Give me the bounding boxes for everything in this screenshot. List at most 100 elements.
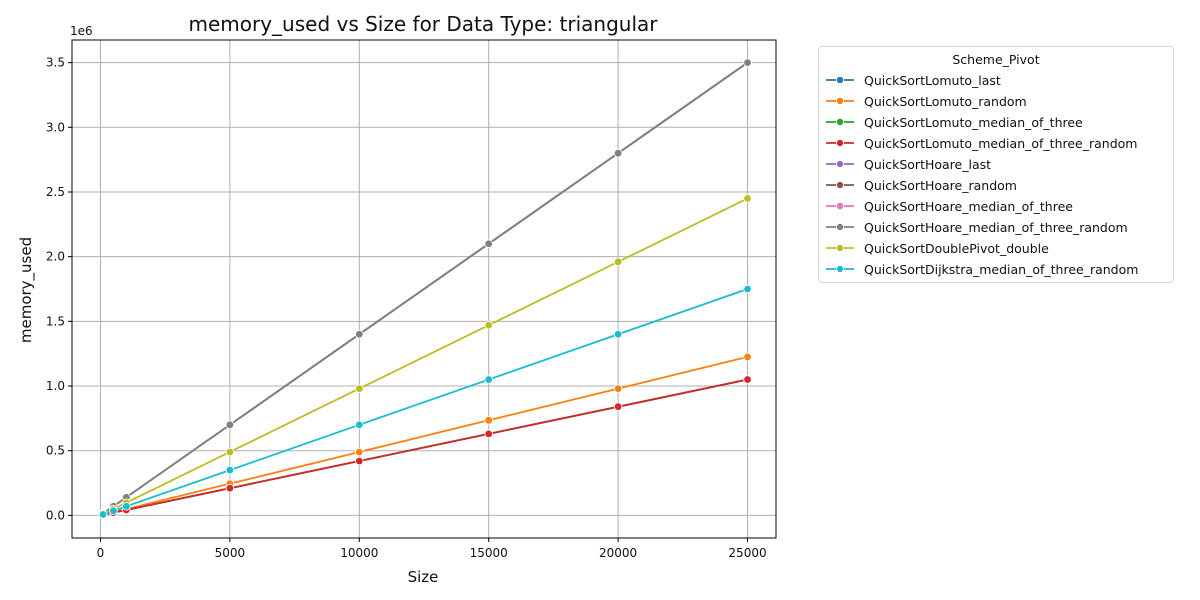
legend-item: QuickSortLomuto_random <box>819 92 1173 112</box>
legend-label: QuickSortHoare_random <box>864 178 1017 193</box>
legend-label: QuickSortDijkstra_median_of_three_random <box>864 262 1139 277</box>
series-line <box>102 288 748 516</box>
data-point <box>613 384 623 393</box>
legend-swatch-marker <box>835 244 844 252</box>
data-point <box>355 384 364 393</box>
data-point <box>613 402 623 411</box>
y-tick-label: 1.5 <box>46 314 65 328</box>
legend-swatch-marker <box>835 202 844 210</box>
x-tick-label: 25000 <box>728 546 766 560</box>
x-tick-label: 10000 <box>340 546 378 560</box>
series-line <box>102 61 749 515</box>
y-tick-label: 1.0 <box>46 379 65 393</box>
y-tick-label: 3.5 <box>46 56 65 70</box>
data-point <box>109 506 118 516</box>
legend-title: Scheme_Pivot <box>952 52 1040 67</box>
y-tick-label: 2.5 <box>46 185 65 199</box>
legend-swatch-marker <box>835 76 844 84</box>
data-point <box>613 330 623 339</box>
legend-item: QuickSortHoare_last <box>819 155 1173 175</box>
legend-swatch <box>826 76 854 84</box>
legend-item: QuickSortLomuto_last <box>819 71 1173 91</box>
series-QuickSortDoublePivot_double <box>98 194 752 519</box>
legend-swatch-marker <box>835 181 844 189</box>
series-line <box>102 197 748 515</box>
legend-swatch <box>826 265 854 273</box>
plot-frame <box>71 39 777 539</box>
legend-label: QuickSortDoublePivot_double <box>864 241 1049 256</box>
series-QuickSortDijkstra_median_of_three_random <box>98 284 752 519</box>
y-tick-label: 0.0 <box>46 508 65 522</box>
data-point <box>355 420 364 430</box>
data-point <box>225 420 235 430</box>
y-tick-label: 3.0 <box>46 120 65 134</box>
data-point <box>484 429 493 439</box>
legend-swatch-marker <box>835 265 844 273</box>
chart-title: memory_used vs Size for Data Type: trian… <box>188 12 658 36</box>
legend-swatch <box>826 244 854 252</box>
data-point <box>613 257 623 267</box>
legend-swatch-marker <box>835 223 844 231</box>
legend-item: QuickSortDoublePivot_double <box>819 239 1173 259</box>
y-tick-label: 2.0 <box>46 250 65 264</box>
legend-swatch-marker <box>835 118 844 126</box>
data-point <box>225 447 235 457</box>
legend-item: QuickSortHoare_median_of_three_random <box>819 218 1173 238</box>
data-point <box>122 502 131 511</box>
series-line <box>102 356 748 516</box>
data-point <box>743 194 752 203</box>
legend-swatch-marker <box>835 139 844 147</box>
legend-label: QuickSortLomuto_median_of_three_random <box>864 136 1138 151</box>
data-point <box>743 352 752 362</box>
legend-swatch-marker <box>835 160 844 168</box>
legend-label: QuickSortLomuto_random <box>864 94 1027 109</box>
axes <box>71 39 777 539</box>
legend-item: QuickSortHoare_random <box>819 176 1173 196</box>
legend-swatch <box>826 97 854 105</box>
tick-labels: 0 5000 10000 15000 20000 25000 0.0 0.5 1.0 1.5 2.0… <box>46 56 767 560</box>
legend-swatch <box>826 139 854 147</box>
x-tick-label: 15000 <box>470 546 508 560</box>
legend-item: QuickSortHoare_median_of_three <box>819 197 1173 217</box>
legend-swatch-marker <box>835 97 844 105</box>
legend-swatch <box>826 118 854 126</box>
data-point <box>98 510 108 519</box>
legend-label: QuickSortHoare_last <box>864 157 992 172</box>
series-layer <box>98 58 752 520</box>
legend-item: QuickSortDijkstra_median_of_three_random <box>819 260 1173 280</box>
series-QuickSortLomuto_random <box>98 352 752 519</box>
data-point <box>613 148 623 158</box>
x-tick-label: 0 <box>97 546 105 560</box>
legend-item: QuickSortLomuto_median_of_three <box>819 113 1173 133</box>
legend-label: QuickSortHoare_median_of_three_random <box>864 220 1128 235</box>
legend-swatch <box>826 160 854 168</box>
data-point <box>743 284 752 294</box>
data-point <box>484 416 493 425</box>
data-point <box>225 484 235 493</box>
data-point <box>355 456 364 466</box>
data-point <box>743 375 752 384</box>
legend-swatch <box>826 223 854 231</box>
legend-swatch <box>826 181 854 189</box>
legend-swatch <box>826 202 854 210</box>
x-tick-label: 20000 <box>599 546 637 560</box>
y-axis-offset-label: 1e6 <box>70 24 93 38</box>
data-point <box>355 447 364 457</box>
x-tick-label: 5000 <box>215 546 246 560</box>
data-point <box>484 375 493 384</box>
legend: Scheme_Pivot QuickSortLomuto_last QuickSo… <box>818 46 1174 283</box>
data-point <box>743 58 752 67</box>
data-point <box>484 239 493 248</box>
x-axis-label: Size <box>408 568 439 586</box>
y-axis-label: memory_used <box>17 237 36 343</box>
data-point <box>355 330 364 339</box>
data-point <box>484 321 493 330</box>
legend-label: QuickSortLomuto_last <box>864 73 1001 88</box>
legend-label: QuickSortHoare_median_of_three <box>864 199 1073 214</box>
legend-label: QuickSortLomuto_median_of_three <box>864 115 1083 130</box>
y-tick-label: 0.5 <box>46 444 65 458</box>
legend-item: QuickSortLomuto_median_of_three_random <box>819 134 1173 154</box>
data-point <box>225 465 235 475</box>
series-line <box>102 378 748 516</box>
